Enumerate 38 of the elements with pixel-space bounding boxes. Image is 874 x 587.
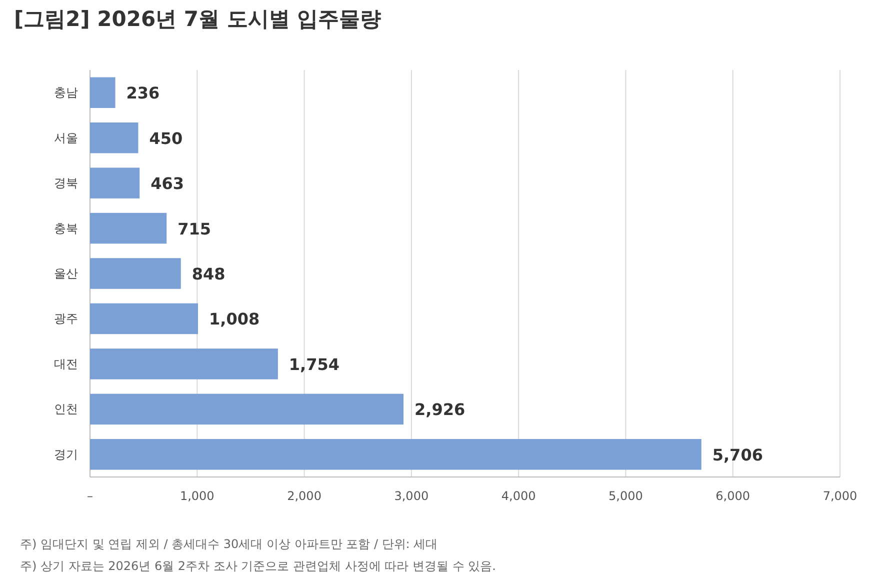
bar [90, 168, 140, 198]
x-tick-label: 1,000 [180, 489, 214, 503]
data-label: 2,926 [414, 400, 466, 420]
data-label: 463 [150, 174, 184, 194]
bar [90, 258, 181, 289]
data-label: 1,008 [209, 310, 260, 329]
data-label: 715 [178, 219, 212, 238]
bar [90, 303, 198, 334]
y-tick-label: 대전 [54, 356, 78, 371]
bar [90, 77, 116, 108]
data-label: 236 [126, 84, 160, 103]
x-tick-label: 7,000 [822, 489, 858, 503]
data-label: 5,706 [712, 445, 763, 464]
x-tick-label: – [87, 489, 93, 503]
bar [90, 122, 138, 154]
x-tick-label: 6,000 [716, 489, 750, 503]
y-tick-label: 서울 [54, 130, 78, 145]
x-tick-label: 3,000 [394, 489, 429, 503]
x-tick-label: 2,000 [287, 489, 322, 503]
text: 주) 임대단지 및 연립 제외 / 총세대수 30세대 이상 아파트만 포함 / 단위: 세대 [20, 537, 438, 551]
y-tick-label: 인천 [54, 402, 78, 416]
bar [90, 348, 278, 380]
bar [90, 394, 404, 425]
bar [90, 439, 702, 470]
x-tick-label: 4,000 [501, 489, 536, 503]
data-label: 450 [149, 128, 183, 148]
y-tick-label: 충남 [54, 86, 78, 100]
y-tick-label: 충북 [54, 221, 78, 236]
x-tick-label: 5,000 [608, 489, 643, 503]
data-label: 1,754 [288, 354, 340, 374]
y-tick-label: 경북 [54, 176, 78, 190]
chart-title: [그림2] 2026년 7월 도시별 입주물량 [14, 7, 382, 31]
y-tick-label: 울산 [54, 266, 78, 280]
text: 주) 상기 자료는 2026년 6월 2주차 조사 기준으로 관련업체 사정에 따라 변경될 수 있음. [20, 559, 496, 573]
data-label: 848 [192, 264, 226, 284]
y-tick-label: 경기 [54, 447, 78, 462]
y-tick-label: 광주 [54, 312, 78, 326]
bar [90, 212, 167, 244]
